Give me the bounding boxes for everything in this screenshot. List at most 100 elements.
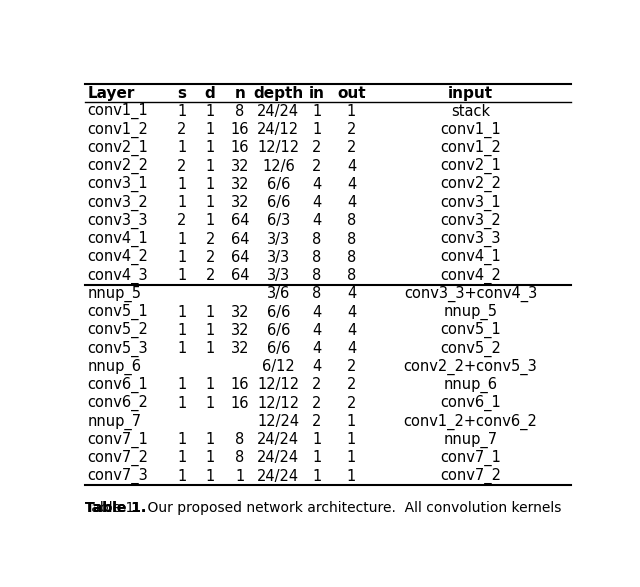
Text: conv6_1: conv6_1	[440, 395, 501, 411]
Text: 1: 1	[312, 122, 321, 137]
Text: 12/12: 12/12	[257, 377, 300, 393]
Text: nnup_6: nnup_6	[444, 377, 498, 393]
Text: 64: 64	[230, 213, 249, 228]
Text: 1: 1	[177, 468, 186, 484]
Text: 1: 1	[205, 177, 215, 192]
Text: 1: 1	[205, 396, 215, 411]
Text: 1: 1	[177, 195, 186, 210]
Text: conv4_1: conv4_1	[440, 249, 501, 265]
Text: 64: 64	[230, 231, 249, 247]
Text: 16: 16	[230, 122, 249, 137]
Text: conv2_2: conv2_2	[88, 158, 148, 174]
Text: conv3_1: conv3_1	[88, 176, 148, 193]
Text: 24/24: 24/24	[257, 104, 300, 119]
Text: 4: 4	[347, 305, 356, 319]
Text: conv5_2: conv5_2	[440, 340, 501, 357]
Text: 2: 2	[205, 268, 215, 283]
Text: input: input	[448, 86, 493, 100]
Text: 1: 1	[205, 140, 215, 156]
Text: conv3_2: conv3_2	[440, 212, 501, 229]
Text: 32: 32	[230, 341, 249, 356]
Text: 24/24: 24/24	[257, 450, 300, 465]
Text: conv2_2: conv2_2	[440, 176, 501, 193]
Text: conv5_2: conv5_2	[88, 322, 148, 338]
Text: 4: 4	[312, 195, 321, 210]
Text: 1: 1	[205, 104, 215, 119]
Text: 1: 1	[312, 104, 321, 119]
Text: 8: 8	[312, 250, 321, 265]
Text: 1: 1	[347, 414, 356, 429]
Text: 8: 8	[347, 250, 356, 265]
Text: nnup_7: nnup_7	[444, 431, 498, 448]
Text: 1: 1	[205, 213, 215, 228]
Text: 2: 2	[347, 359, 356, 375]
Text: 4: 4	[312, 305, 321, 319]
Text: conv6_1: conv6_1	[88, 377, 148, 393]
Text: 2: 2	[347, 377, 356, 393]
Text: d: d	[205, 86, 216, 100]
Text: 4: 4	[312, 213, 321, 228]
Text: 3/6: 3/6	[267, 286, 290, 301]
Text: 6/6: 6/6	[267, 177, 290, 192]
Text: 1: 1	[177, 231, 186, 247]
Text: 12/6: 12/6	[262, 158, 295, 174]
Text: Table 1.  Our proposed network architecture.  All convolution kernels: Table 1. Our proposed network architectu…	[85, 501, 561, 515]
Text: 1: 1	[236, 468, 244, 484]
Text: 8: 8	[347, 231, 356, 247]
Text: 4: 4	[347, 177, 356, 192]
Text: 1: 1	[177, 305, 186, 319]
Text: 1: 1	[177, 250, 186, 265]
Text: 4: 4	[312, 359, 321, 375]
Text: conv1_2: conv1_2	[88, 122, 148, 138]
Text: 1: 1	[312, 468, 321, 484]
Text: 24/24: 24/24	[257, 432, 300, 447]
Text: 32: 32	[230, 158, 249, 174]
Text: conv2_2+conv5_3: conv2_2+conv5_3	[404, 359, 538, 375]
Text: 1: 1	[177, 177, 186, 192]
Text: 2: 2	[312, 158, 321, 174]
Text: 2: 2	[347, 396, 356, 411]
Text: Table 1.: Table 1.	[85, 501, 146, 515]
Text: 8: 8	[312, 286, 321, 301]
Text: 1: 1	[177, 432, 186, 447]
Text: Layer: Layer	[88, 86, 135, 100]
Text: conv5_1: conv5_1	[440, 322, 501, 338]
Text: 16: 16	[230, 377, 249, 393]
Text: 3/3: 3/3	[267, 250, 290, 265]
Text: 8: 8	[236, 432, 244, 447]
Text: 1: 1	[347, 104, 356, 119]
Text: conv7_3: conv7_3	[88, 468, 148, 484]
Text: conv2_1: conv2_1	[440, 158, 501, 174]
Text: s: s	[177, 86, 186, 100]
Text: 1: 1	[205, 377, 215, 393]
Text: 1: 1	[177, 104, 186, 119]
Text: 32: 32	[230, 323, 249, 338]
Text: 2: 2	[347, 122, 356, 137]
Text: conv6_2: conv6_2	[88, 395, 148, 411]
Text: 1: 1	[205, 122, 215, 137]
Text: 8: 8	[347, 268, 356, 283]
Text: 1: 1	[177, 268, 186, 283]
Text: conv5_1: conv5_1	[88, 304, 148, 320]
Text: 3/3: 3/3	[267, 231, 290, 247]
Text: conv3_3+conv4_3: conv3_3+conv4_3	[404, 286, 537, 302]
Text: conv3_2: conv3_2	[88, 194, 148, 211]
Text: 1: 1	[312, 450, 321, 465]
Text: 2: 2	[312, 396, 321, 411]
Text: 1: 1	[177, 396, 186, 411]
Text: 1: 1	[205, 450, 215, 465]
Text: 4: 4	[347, 323, 356, 338]
Text: conv1_2: conv1_2	[440, 140, 501, 156]
Text: conv1_1: conv1_1	[88, 103, 148, 120]
Text: 2: 2	[347, 140, 356, 156]
Text: 2: 2	[177, 158, 186, 174]
Text: 64: 64	[230, 250, 249, 265]
Text: 4: 4	[312, 341, 321, 356]
Text: 1: 1	[347, 450, 356, 465]
Text: stack: stack	[451, 104, 490, 119]
Text: conv5_3: conv5_3	[88, 340, 148, 357]
Text: 8: 8	[347, 213, 356, 228]
Text: Table 1.  Our proposed network architecture.  All convolution kernels: Table 1. Our proposed network architectu…	[85, 501, 561, 515]
Text: in: in	[309, 86, 325, 100]
Text: nnup_5: nnup_5	[88, 286, 141, 302]
